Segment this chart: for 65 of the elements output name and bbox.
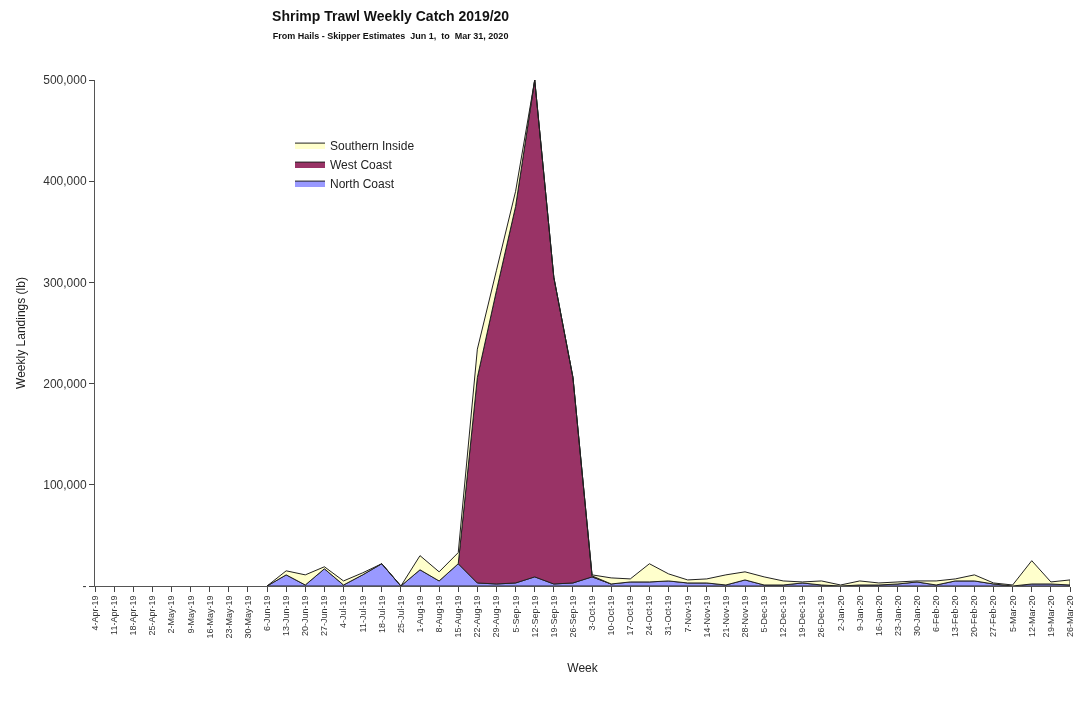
x-tick-label: 10-Oct-19 bbox=[606, 595, 617, 636]
x-tick-label: 3-Oct-19 bbox=[586, 595, 597, 631]
x-tick-label: 25-Apr-19 bbox=[147, 595, 158, 636]
x-tick-label: 12-Dec-19 bbox=[778, 595, 789, 638]
x-tick-label: 21-Nov-19 bbox=[720, 595, 731, 638]
x-tick-label: 25-Jul-19 bbox=[395, 595, 406, 634]
x-tick-label: 1-Aug-19 bbox=[414, 595, 425, 633]
x-tick-label: 20-Jun-19 bbox=[300, 595, 311, 637]
x-tick-label: 27-Jun-19 bbox=[319, 595, 330, 637]
x-tick-label: 16-Jan-20 bbox=[873, 595, 884, 637]
chart-subtitle: From Hails - Skipper Estimates Jun 1, to Mar 31, 2020 bbox=[272, 31, 509, 42]
x-tick-label: 19-Mar-20 bbox=[1045, 595, 1056, 638]
x-tick-label: 23-May-19 bbox=[223, 595, 234, 639]
x-tick-label: 30-May-19 bbox=[242, 595, 253, 639]
y-tick-label: 100,000 bbox=[43, 478, 87, 492]
x-tick-label: 18-Jul-19 bbox=[376, 595, 387, 634]
x-tick-label: 12-Mar-20 bbox=[1026, 595, 1037, 638]
x-tick-label: 16-May-19 bbox=[204, 595, 215, 639]
x-tick-label: 18-Apr-19 bbox=[128, 595, 139, 636]
x-tick-label: 15-Aug-19 bbox=[453, 595, 464, 638]
x-tick-label: 30-Jan-20 bbox=[911, 595, 922, 637]
legend-label: Southern Inside bbox=[330, 138, 415, 153]
x-tick-label: 8-Aug-19 bbox=[434, 595, 445, 633]
x-tick-label: 6-Feb-20 bbox=[931, 595, 942, 633]
x-tick-label: 22-Aug-19 bbox=[472, 595, 483, 638]
y-tick-label: 500,000 bbox=[43, 73, 87, 88]
x-tick-label: 17-Oct-19 bbox=[625, 595, 636, 636]
y-tick-label: 400,000 bbox=[43, 174, 87, 189]
x-tick-label: 11-Jul-19 bbox=[357, 595, 368, 633]
x-tick-label: 19-Sep-19 bbox=[548, 595, 559, 638]
x-tick-label: 6-Jun-19 bbox=[261, 595, 272, 632]
x-tick-label: 27-Feb-20 bbox=[988, 595, 999, 638]
y-tick-label: 200,000 bbox=[43, 376, 87, 391]
x-axis-title: Week bbox=[567, 660, 599, 675]
x-tick-label: 4-Apr-19 bbox=[89, 595, 100, 631]
x-tick-label: 31-Oct-19 bbox=[663, 595, 674, 636]
y-tick-label: 300,000 bbox=[43, 275, 87, 290]
x-tick-label: 19-Dec-19 bbox=[797, 595, 808, 638]
x-tick-label: 9-May-19 bbox=[185, 595, 196, 634]
x-tick-label: 5-Mar-20 bbox=[1007, 595, 1018, 633]
x-tick-label: 28-Nov-19 bbox=[739, 595, 750, 638]
x-tick-label: 26-Mar-20 bbox=[1064, 595, 1075, 638]
x-tick-label: 7-Nov-19 bbox=[682, 595, 693, 633]
x-tick-label: 2-May-19 bbox=[166, 595, 177, 634]
x-tick-label: 4-Jul-19 bbox=[338, 595, 349, 629]
x-tick-label: 12-Sep-19 bbox=[529, 595, 540, 638]
x-tick-label: 29-Aug-19 bbox=[491, 595, 502, 638]
x-tick-label: 20-Feb-20 bbox=[969, 595, 980, 638]
y-axis-title: Weekly Landings (lb) bbox=[13, 277, 28, 389]
x-tick-label: 5-Sep-19 bbox=[510, 595, 521, 633]
chart-title: Shrimp Trawl Weekly Catch 2019/20 bbox=[272, 8, 510, 25]
x-tick-label: 26-Sep-19 bbox=[567, 595, 578, 638]
x-tick-label: 5-Dec-19 bbox=[759, 595, 770, 633]
x-tick-label: 11-Apr-19 bbox=[109, 595, 120, 635]
x-tick-label: 2-Jan-20 bbox=[835, 595, 846, 632]
y-tick-label: - bbox=[82, 579, 87, 594]
x-tick-label: 14-Nov-19 bbox=[701, 595, 712, 638]
x-tick-label: 13-Jun-19 bbox=[281, 595, 292, 637]
x-tick-label: 24-Oct-19 bbox=[644, 595, 655, 636]
legend-label: North Coast bbox=[330, 176, 395, 191]
x-tick-label: 13-Feb-20 bbox=[950, 595, 961, 638]
x-tick-label: 26-Dec-19 bbox=[816, 595, 827, 638]
legend-label: West Coast bbox=[330, 157, 393, 172]
x-tick-label: 9-Jan-20 bbox=[854, 595, 865, 632]
x-tick-label: 23-Jan-20 bbox=[892, 595, 903, 637]
